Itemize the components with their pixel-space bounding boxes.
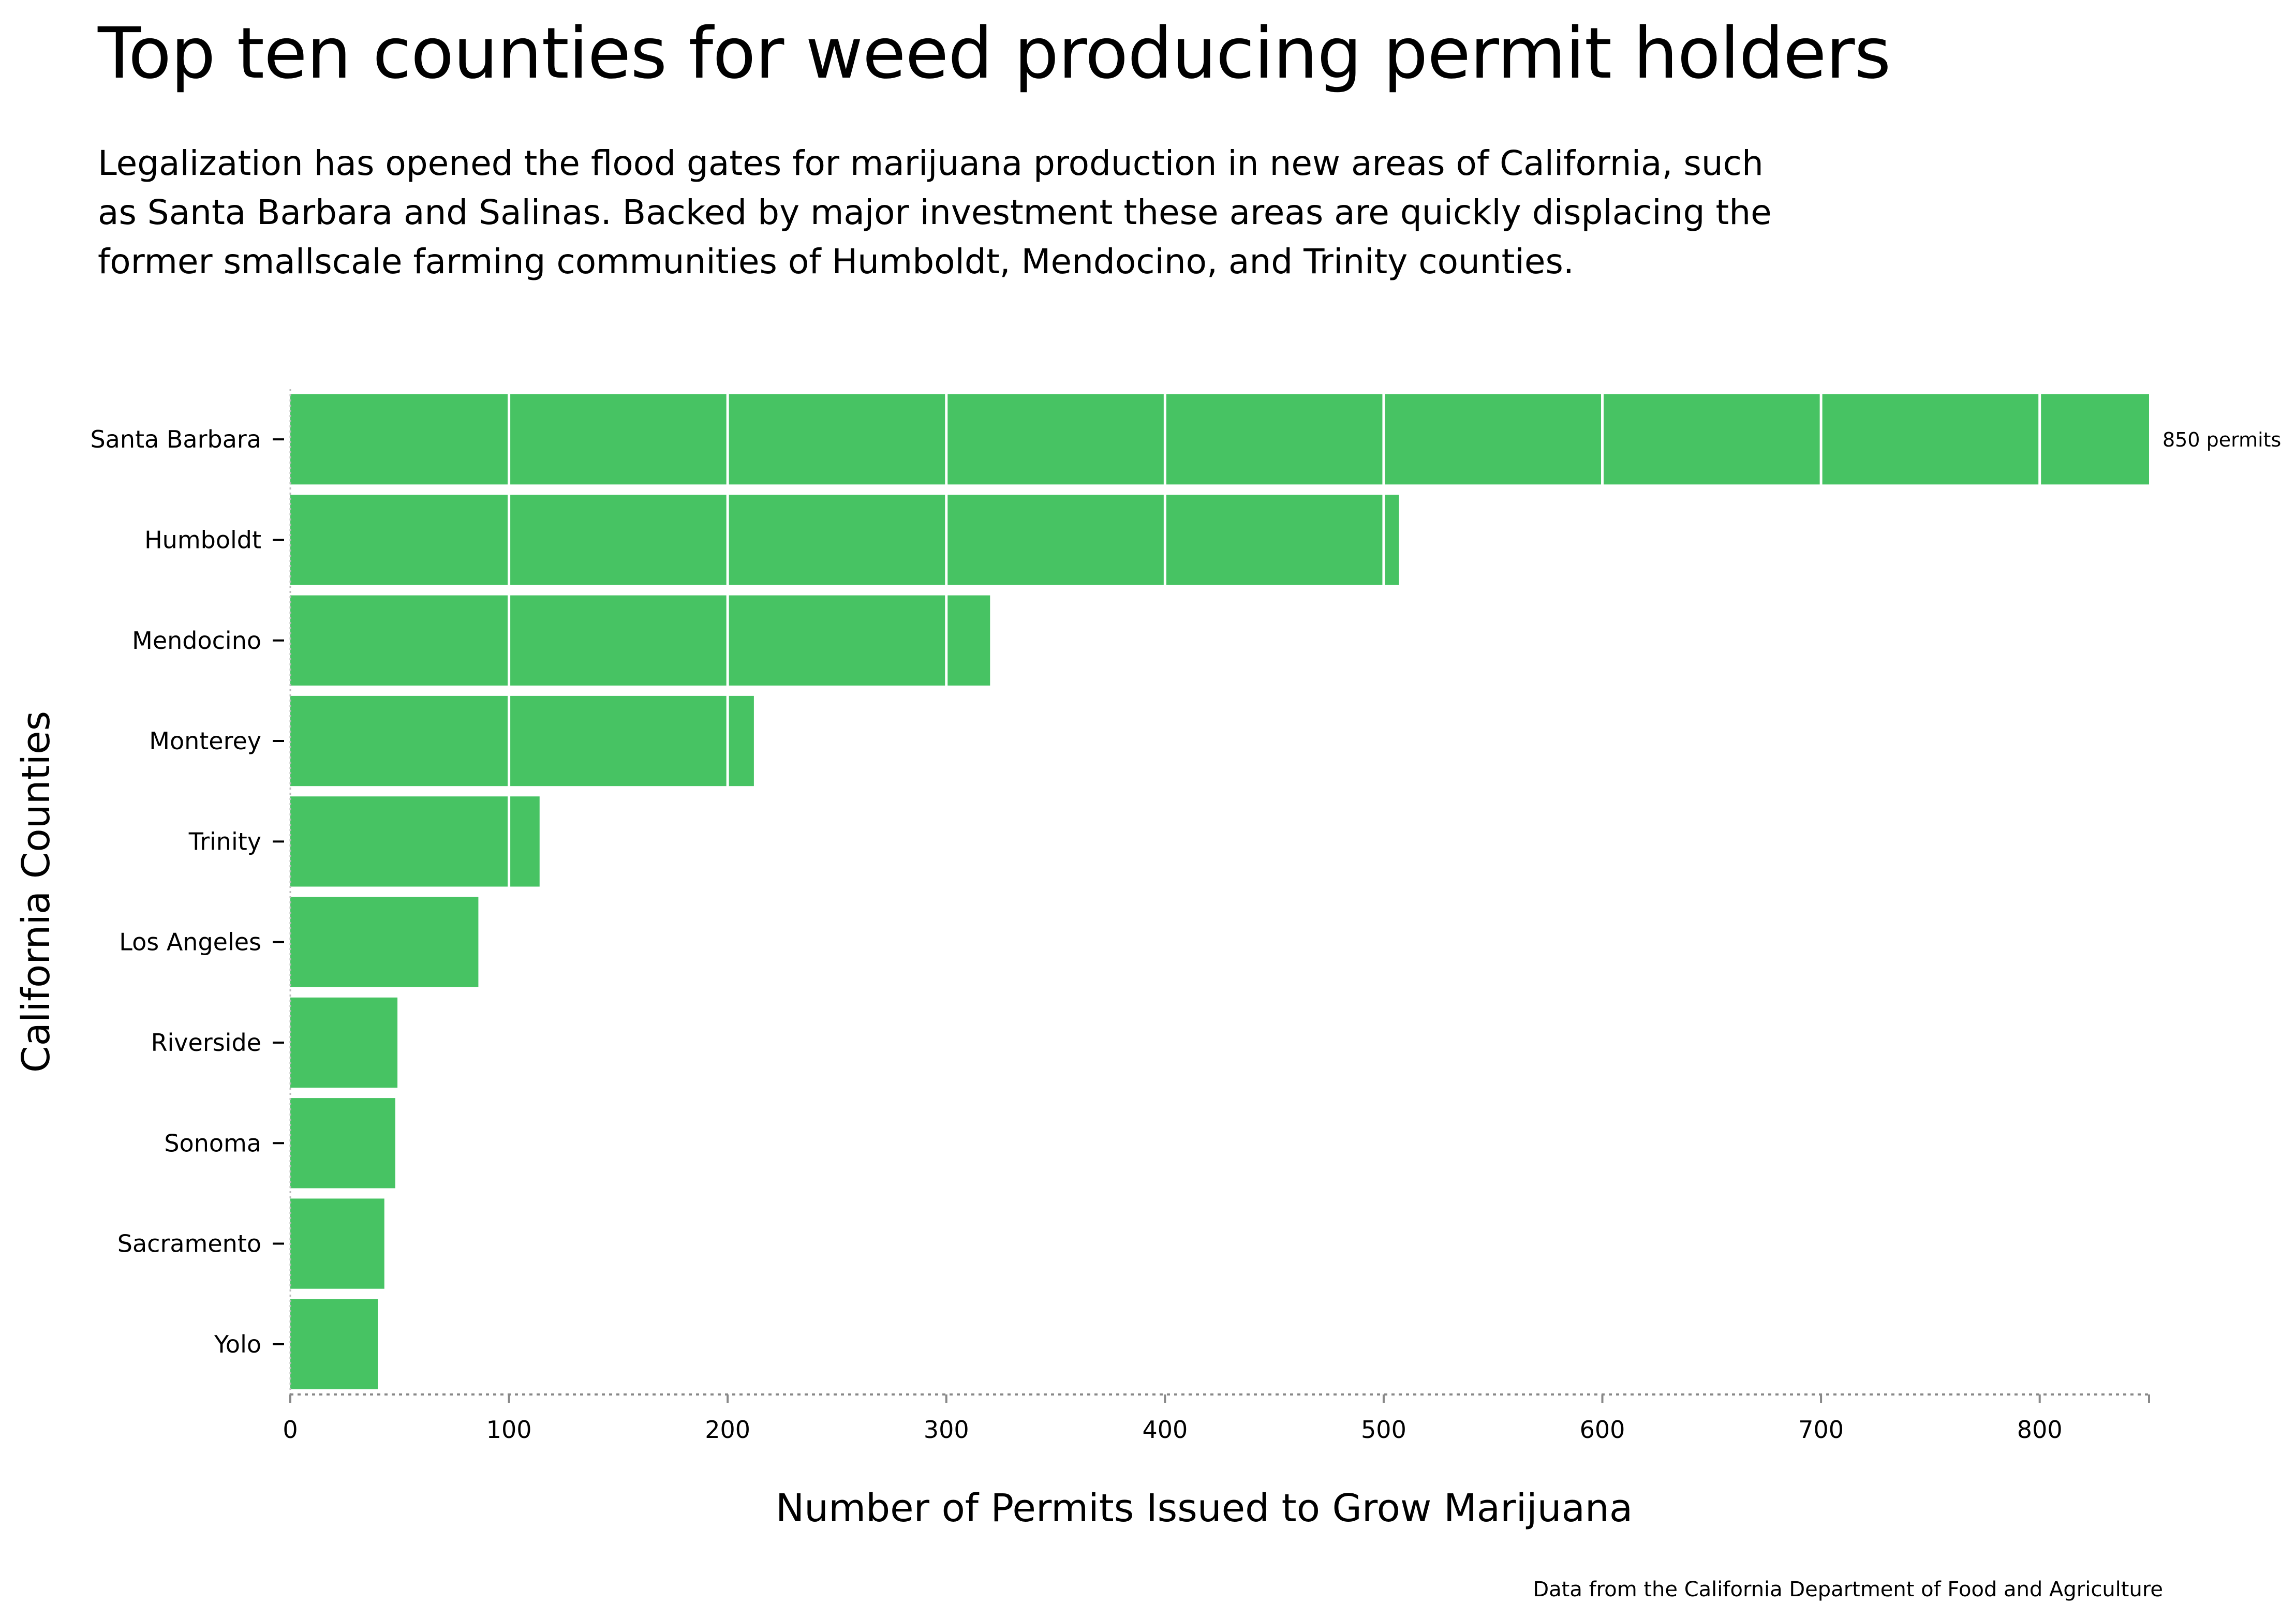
bar-riverside — [290, 997, 398, 1088]
bar-monterey — [290, 695, 754, 786]
grid-layer — [508, 389, 2041, 1394]
y-tick-label-humboldt: Humboldt — [144, 526, 261, 554]
bar-sonoma — [290, 1098, 395, 1189]
bar-sacramento — [290, 1198, 384, 1289]
y-axis-title: California Counties — [14, 711, 58, 1073]
y-tick-label-yolo: Yolo — [214, 1330, 261, 1358]
x-tick-label-700: 700 — [1798, 1416, 1844, 1444]
x-tick-label-400: 400 — [1142, 1416, 1188, 1444]
bar-humboldt — [290, 495, 1399, 585]
bar-yolo — [290, 1299, 378, 1389]
value-label-santa-barbara: 850 permits — [2162, 428, 2281, 451]
x-tick-label-100: 100 — [486, 1416, 532, 1444]
bar-santa-barbara — [290, 394, 2149, 485]
x-tick-label-300: 300 — [924, 1416, 969, 1444]
y-tick-label-sacramento: Sacramento — [117, 1230, 261, 1258]
x-tick-label-200: 200 — [705, 1416, 750, 1444]
x-axis-title: Number of Permits Issued to Grow Marijua… — [776, 1486, 1633, 1531]
y-tick-label-sonoma: Sonoma — [164, 1129, 261, 1157]
bar-trinity — [290, 796, 540, 887]
y-tick-label-trinity: Trinity — [188, 827, 261, 855]
bar-mendocino — [290, 595, 990, 686]
y-tick-label-los-angeles: Los Angeles — [119, 928, 261, 956]
x-tick-label-600: 600 — [1580, 1416, 1625, 1444]
x-axis: 0 100 200 300 400 500 600 700 800 — [283, 1393, 2150, 1444]
bars-layer — [290, 394, 2149, 1389]
source-note: Data from the California Department of F… — [1533, 1578, 2163, 1601]
x-tick-label-800: 800 — [2017, 1416, 2063, 1444]
chart-title: Top ten counties for weed producing perm… — [98, 13, 1891, 95]
y-tick-label-santa-barbara: Santa Barbara — [90, 425, 261, 453]
y-tick-label-monterey: Monterey — [149, 727, 261, 755]
chart-subtitle: Legalization has opened the flood gates … — [98, 143, 1772, 281]
x-tick-label-0: 0 — [283, 1416, 298, 1444]
bar-los-angeles — [290, 897, 479, 987]
y-tick-label-mendocino: Mendocino — [132, 627, 261, 655]
y-tick-label-riverside: Riverside — [151, 1029, 261, 1057]
x-tick-label-500: 500 — [1361, 1416, 1406, 1444]
y-axis: Santa Barbara Humboldt Mendocino Monterey Tr… — [90, 389, 291, 1394]
